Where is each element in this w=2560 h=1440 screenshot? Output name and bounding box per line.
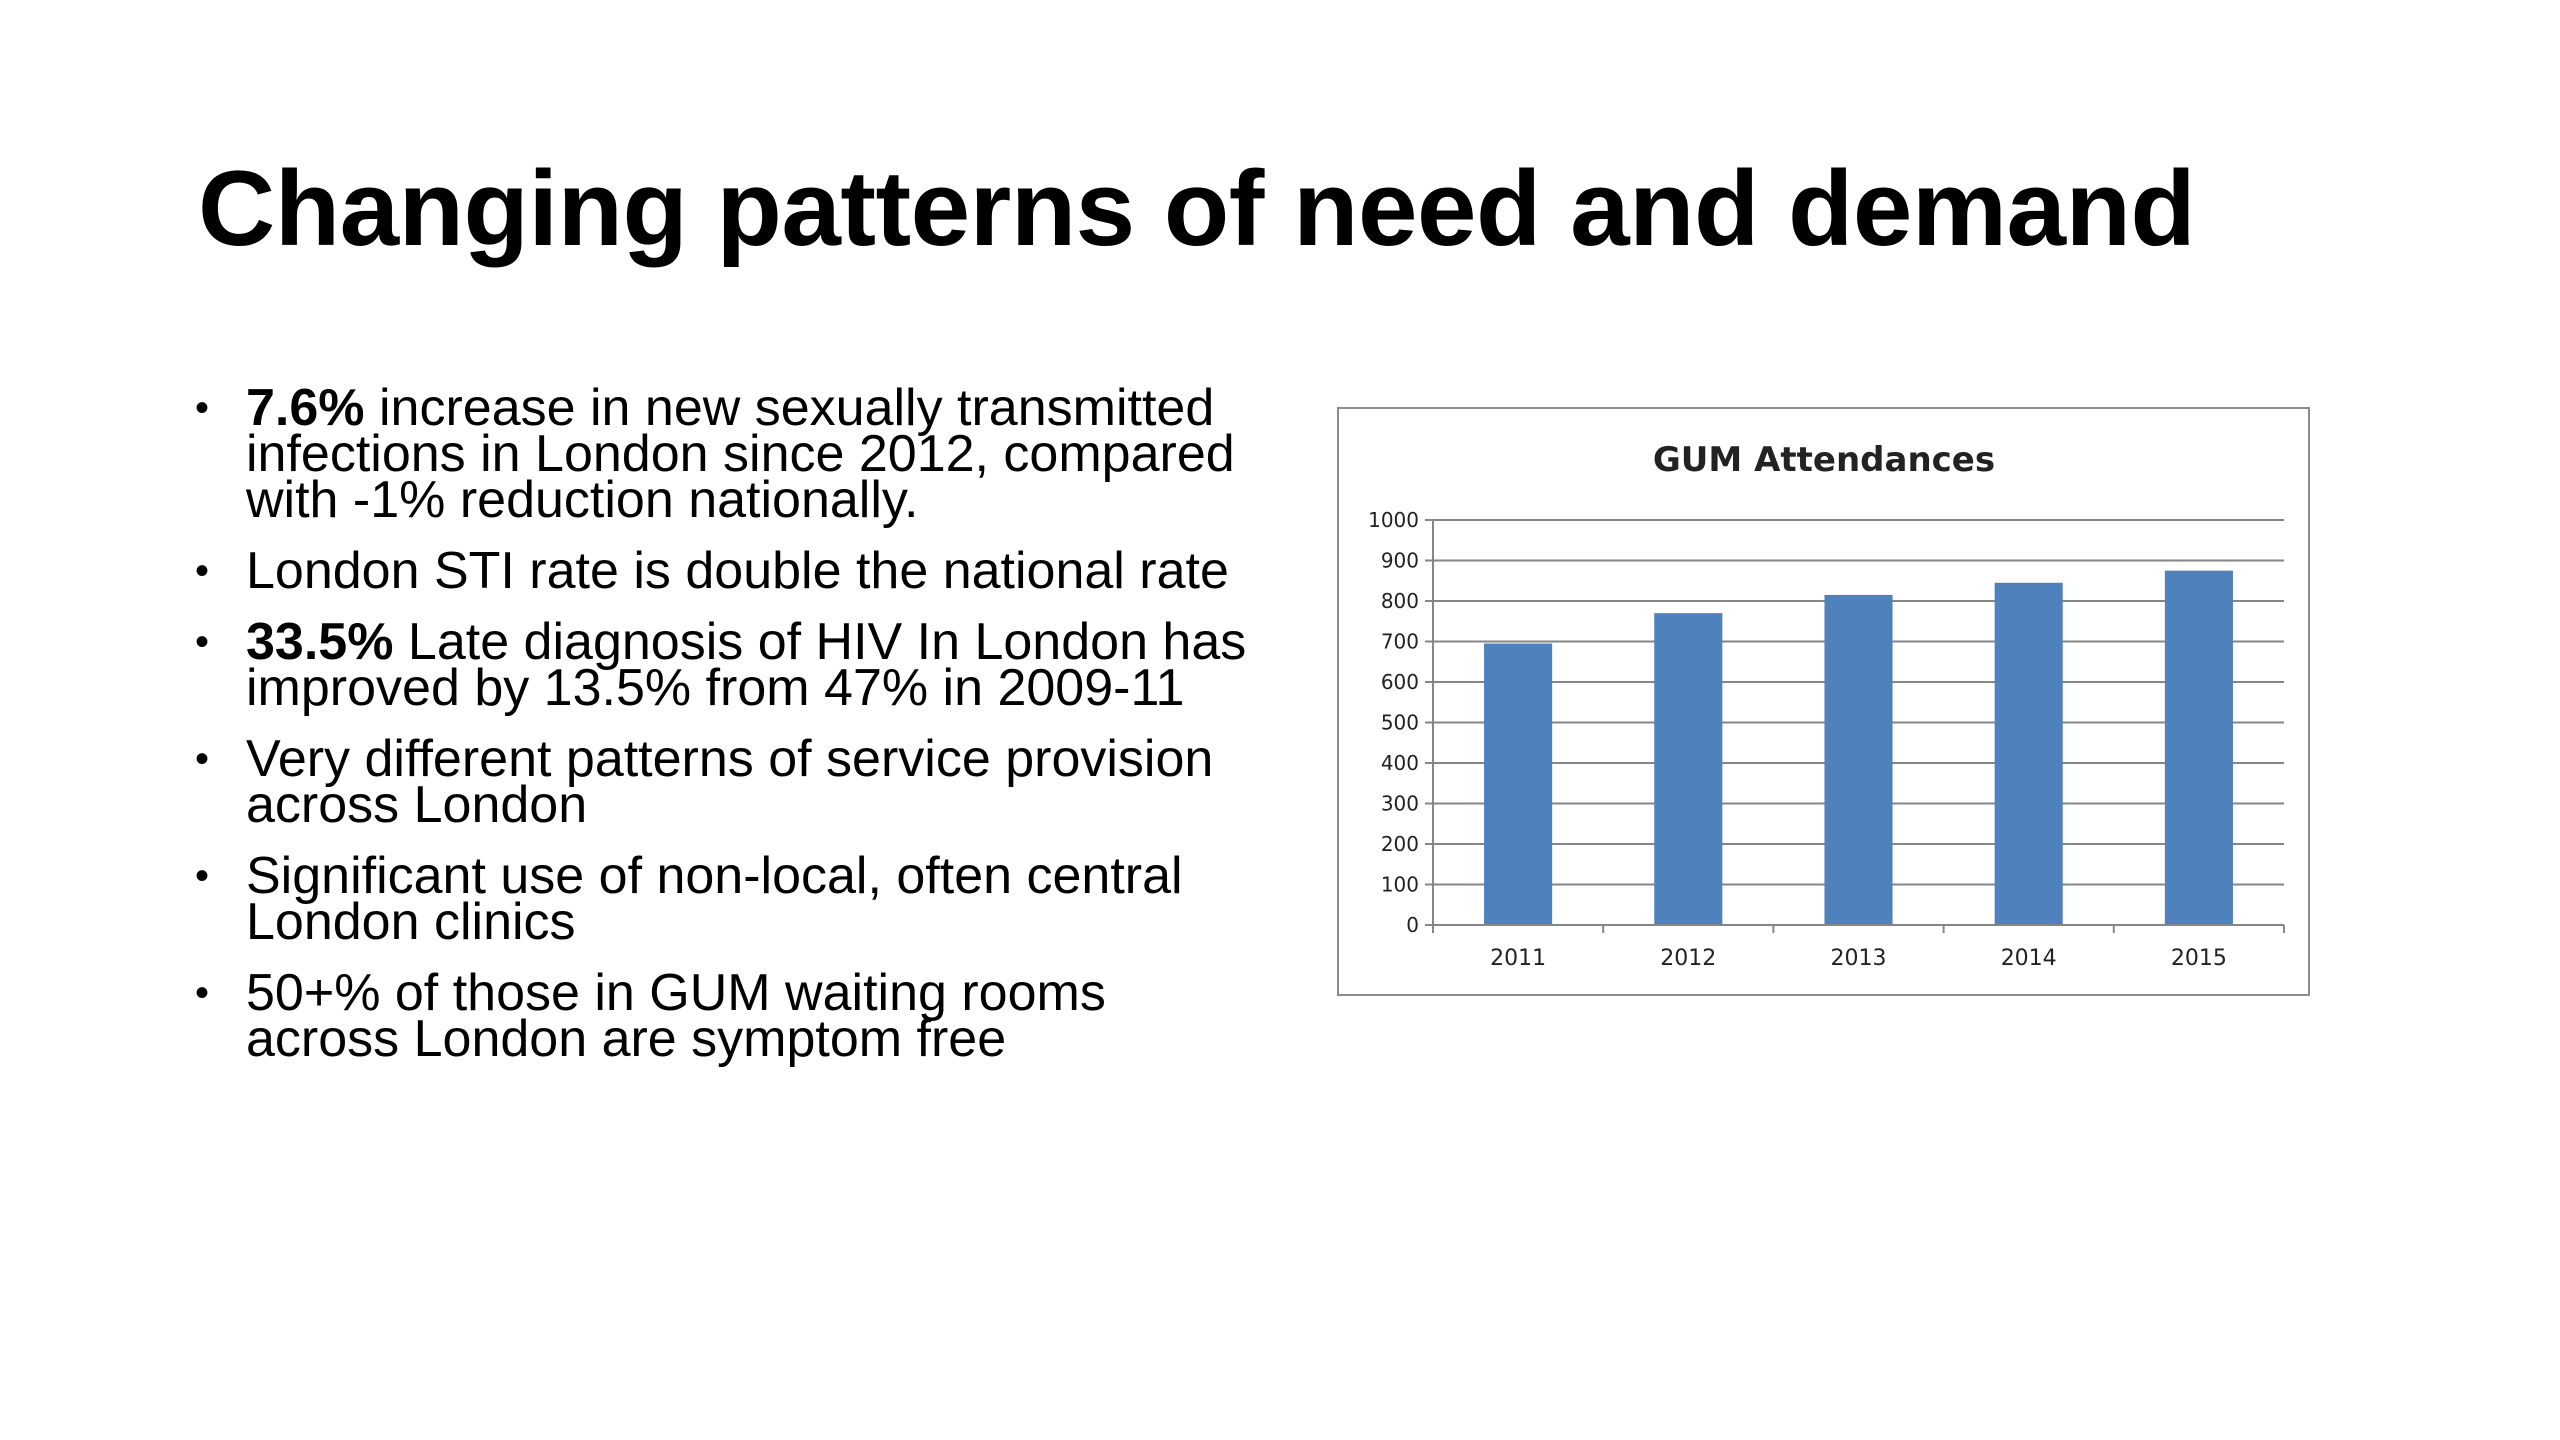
bullet-highlight: 33.5%	[246, 613, 394, 671]
bullet-icon: •	[195, 737, 210, 781]
x-tick-label: 2014	[2001, 946, 2057, 971]
bullet-icon: •	[195, 549, 210, 593]
y-tick-label: 400	[1381, 751, 1419, 775]
bullet-text: Significant use of non-local, often cent…	[246, 847, 1183, 951]
chart-title: GUM Attendances	[1653, 440, 1995, 480]
bars	[1484, 570, 2233, 925]
y-tick-label: 700	[1381, 630, 1419, 654]
bullet-icon: •	[195, 620, 210, 664]
bar-2011	[1484, 643, 1553, 925]
bullet-list: • 7.6% increase in new sexually transmit…	[195, 382, 1270, 1087]
bullet-icon: •	[195, 386, 210, 430]
y-tick-label: 1000	[1368, 508, 1419, 532]
axes: 0 100 200 300 400 500 600 700 800 900 1000 2011 2012…	[1368, 508, 2285, 971]
y-tick-label: 500	[1381, 711, 1419, 735]
chart-frame: GUM Attendances 0 100 200 300 400 500 600 700 80…	[1337, 407, 2310, 996]
bullet-icon: •	[195, 854, 210, 898]
bar-2014	[1994, 582, 2063, 925]
x-tick-label: 2012	[1660, 946, 1716, 971]
bullet-text: Very different patterns of service provi…	[246, 730, 1214, 834]
bullet-item: • 33.5% Late diagnosis of HIV In London …	[195, 616, 1270, 714]
slide-title: Changing patterns of need and demand	[198, 148, 2196, 268]
bullet-item: • 7.6% increase in new sexually transmit…	[195, 382, 1270, 526]
y-tick-label: 900	[1381, 549, 1419, 573]
bullet-text: London STI rate is double the national r…	[246, 542, 1229, 600]
bar-2013	[1824, 594, 1893, 925]
bullet-icon: •	[195, 971, 210, 1015]
bar-2015	[2164, 570, 2233, 925]
x-tick-label: 2011	[1490, 946, 1546, 971]
bar-2012	[1654, 613, 1723, 925]
x-tick-label: 2013	[1831, 946, 1887, 971]
bullet-item: • Very different patterns of service pro…	[195, 733, 1270, 831]
y-tick-label: 600	[1381, 670, 1419, 694]
x-tick-label: 2015	[2171, 946, 2227, 971]
bullet-text: 50+% of those in GUM waiting rooms acros…	[246, 964, 1106, 1068]
y-tick-label: 200	[1381, 832, 1419, 856]
bar-chart: GUM Attendances 0 100 200 300 400 500 600 700 80…	[1368, 440, 2285, 971]
bullet-highlight: 7.6%	[246, 379, 365, 437]
y-tick-label: 800	[1381, 589, 1419, 613]
y-tick-label: 100	[1381, 873, 1419, 897]
bullet-item: • Significant use of non-local, often ce…	[195, 850, 1270, 948]
y-tick-label: 300	[1381, 792, 1419, 816]
bullet-text: increase in new sexually transmitted inf…	[246, 379, 1235, 529]
bullet-item: • London STI rate is double the national…	[195, 545, 1270, 597]
bullet-item: • 50+% of those in GUM waiting rooms acr…	[195, 967, 1270, 1065]
bullet-text: Late diagnosis of HIV In London has impr…	[246, 613, 1247, 717]
y-tick-label: 0	[1406, 913, 1419, 937]
